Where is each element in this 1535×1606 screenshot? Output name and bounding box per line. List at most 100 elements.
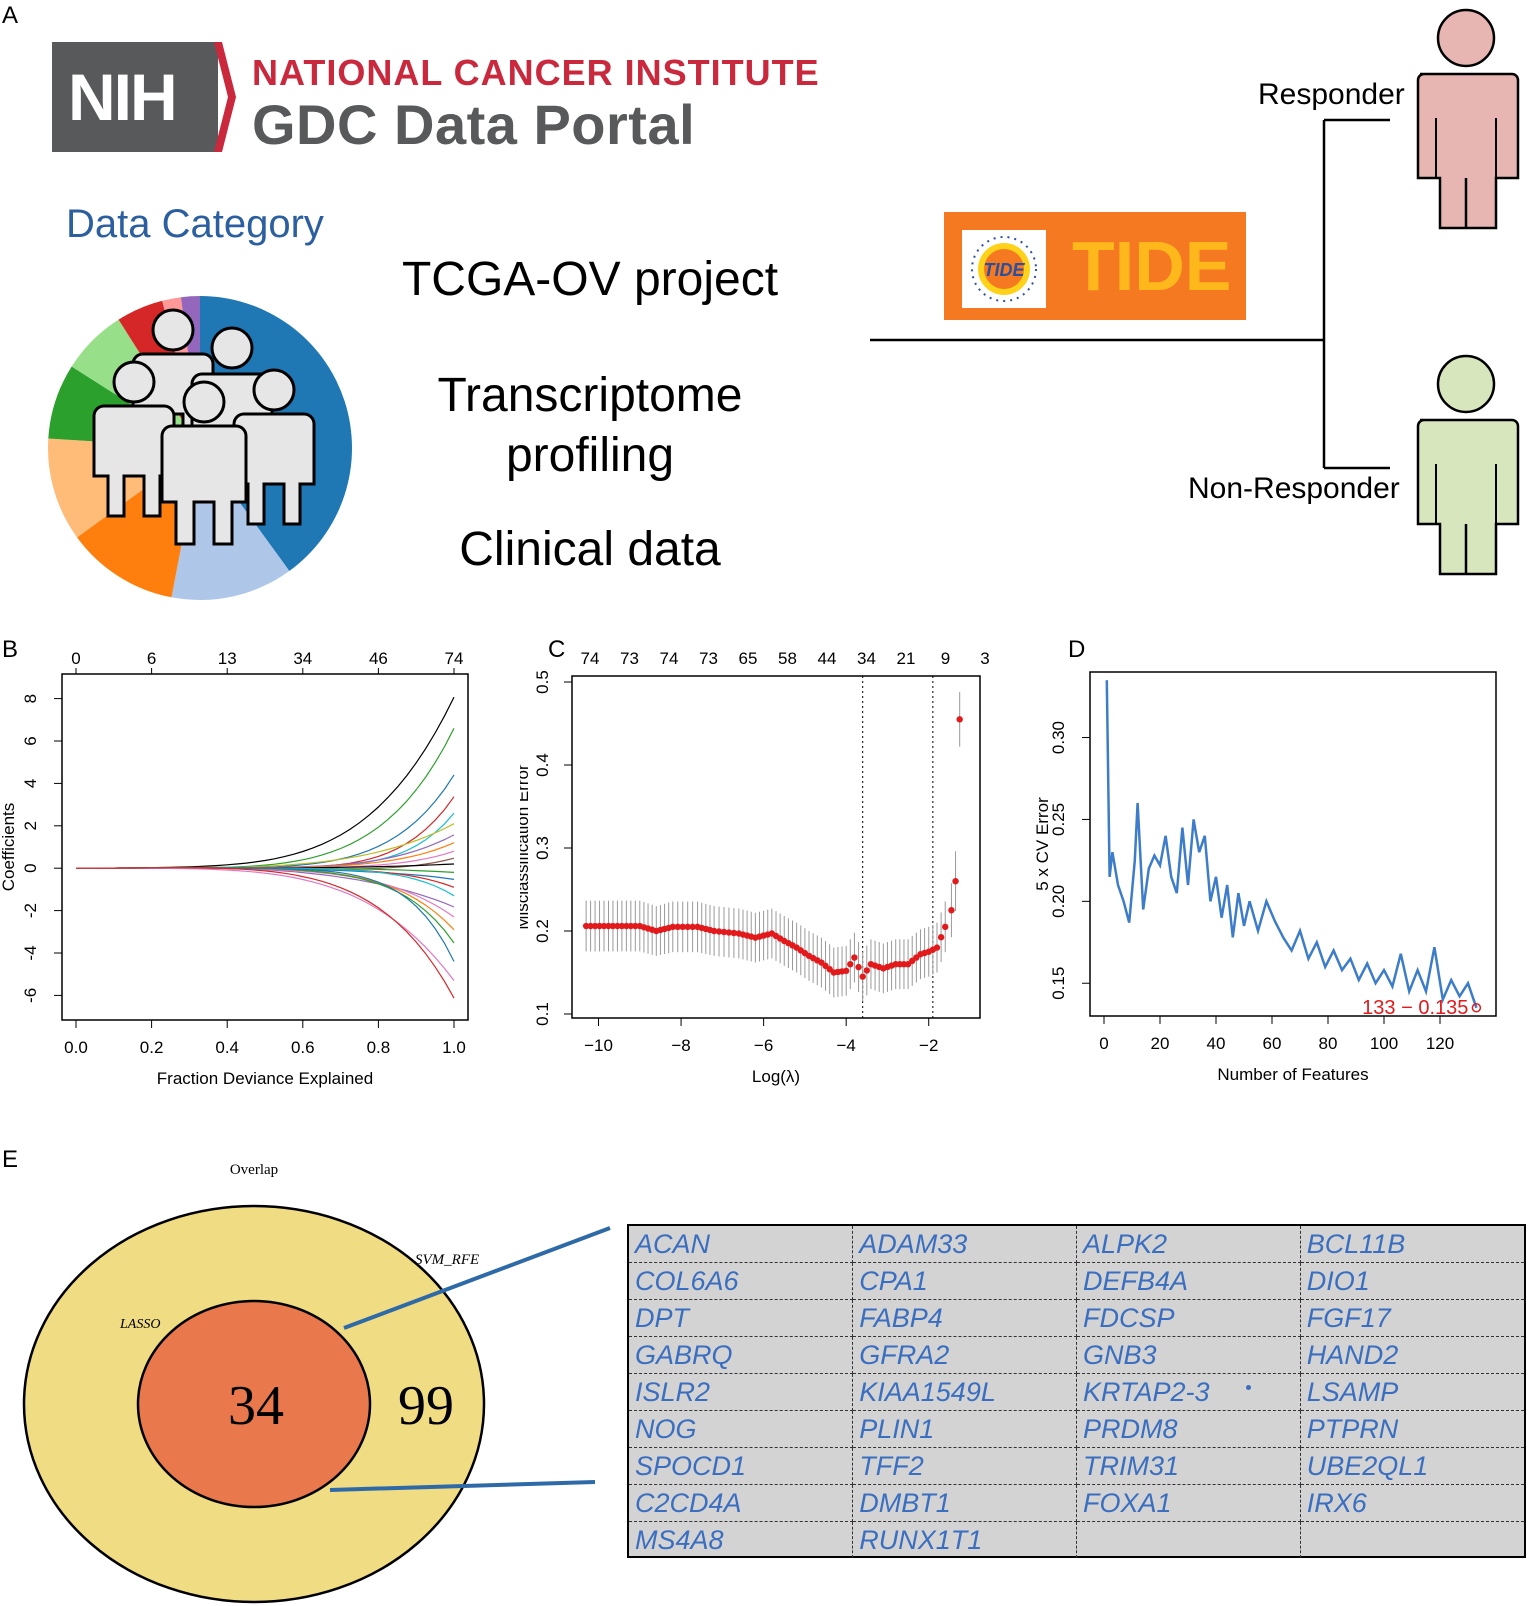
venn-inner-count: 34: [228, 1375, 284, 1437]
gene-cell: GNB3: [1076, 1336, 1301, 1374]
tide-logo: TIDE TIDE: [944, 212, 1246, 320]
x-tick-label: 0.4: [215, 1038, 239, 1057]
cv-point: [587, 922, 594, 930]
coefficient-path: [76, 696, 455, 869]
gene-cell: C2CD4A: [629, 1484, 854, 1522]
gene-cell: CPA1: [852, 1262, 1077, 1300]
gene-cell: ISLR2: [629, 1373, 854, 1411]
cv-point: [859, 973, 866, 980]
gene-cell: PTPRN: [1300, 1410, 1524, 1448]
gene-table-row: C2CD4A DMBT1 FOXA1 IRX6: [629, 1484, 1524, 1522]
x-tick-label: −6: [754, 1036, 773, 1055]
gene-cell: GABRQ: [629, 1336, 854, 1374]
tide-word: TIDE: [1072, 227, 1232, 305]
cv-point: [948, 907, 955, 914]
x-tick-label: −4: [836, 1036, 855, 1055]
top-tick-label: 34: [857, 650, 876, 668]
y-tick-label: 0.2: [533, 919, 552, 943]
people-group-icon: [92, 308, 316, 546]
y-axis-label: Coefficients: [0, 803, 18, 892]
top-tick-label: 74: [445, 650, 464, 668]
venn-diagram: Overlap SVM_RFE LASSO 34 99: [22, 1162, 611, 1604]
x-tick-label: 0.8: [367, 1038, 391, 1057]
gene-cell: DPT: [629, 1299, 854, 1337]
gene-cell: PRDM8: [1076, 1410, 1301, 1448]
cv-point: [715, 928, 723, 935]
plot-frame: [571, 675, 981, 1019]
tcga-ov-project-label: TCGA-OV project: [401, 253, 779, 306]
cv-point: [623, 922, 630, 930]
x-tick-label: 0.6: [291, 1038, 315, 1057]
y-tick-label: 4: [21, 779, 40, 788]
gene-table-row: ISLR2 KIAA1549L KRTAP2-3 LSAMP: [629, 1373, 1524, 1411]
lasso-set: [136, 1299, 372, 1509]
cv-point: [942, 923, 949, 931]
x-tick-label: 120: [1426, 1034, 1454, 1053]
y-tick-label: 0.25: [1049, 803, 1068, 836]
gene-table: ACAN ADAM33 ALPK2 BCL11B COL6A6 CPA1 DEFB4A DIO…: [627, 1224, 1526, 1558]
plot-frame: [61, 673, 469, 1021]
y-tick-label: 0.20: [1049, 885, 1068, 918]
gene-table-row: ACAN ADAM33 ALPK2 BCL11B: [629, 1226, 1524, 1263]
cv-error-chart: 0 20 40 60 80 100 120 0.15 0.20 0.25 0.30 Number of…: [1033, 671, 1497, 1084]
top-tick-label: 46: [369, 650, 388, 668]
gene-cell: MS4A8: [629, 1521, 854, 1558]
top-tick-label: 13: [218, 650, 237, 668]
venn-overlap-label: Overlap: [230, 1162, 278, 1178]
x-tick-label: 100: [1370, 1034, 1398, 1053]
cv-point: [842, 967, 850, 975]
cv-point: [725, 929, 733, 936]
gene-cell: HAND2: [1300, 1336, 1524, 1374]
gdc-title: GDC Data Portal: [252, 93, 696, 156]
cv-point: [591, 922, 599, 930]
venn-lasso-label: LASSO: [119, 1317, 160, 1332]
data-category-pie: [48, 296, 352, 600]
coefficient-path: [76, 867, 455, 962]
y-tick-label: 0.1: [533, 1002, 552, 1026]
coefficient-path: [76, 867, 455, 944]
optimum-annotation: 133 − 0.135: [1362, 997, 1468, 1019]
gene-cell: NOG: [629, 1410, 854, 1448]
panel-label-d: D: [1068, 636, 1086, 663]
nih-chevron-icon: [214, 42, 236, 152]
top-tick-label: 73: [699, 650, 718, 668]
x-tick-label: 0.2: [140, 1038, 164, 1057]
y-tick-label: 0.5: [533, 670, 552, 694]
gene-cell: [1300, 1522, 1524, 1559]
cv-point: [669, 923, 677, 931]
gene-table-row: NOG PLIN1 PRDM8 PTPRN: [629, 1410, 1524, 1448]
panel-label-c: C: [548, 636, 566, 663]
gene-cell: FDCSP: [1076, 1299, 1301, 1337]
cv-point: [689, 923, 696, 931]
top-tick-label: 34: [293, 650, 312, 668]
top-tick-label: 0: [71, 650, 80, 668]
tide-badge-icon: TIDE: [962, 230, 1046, 308]
x-tick-label: 1.0: [442, 1038, 466, 1057]
y-tick-label: 0.3: [533, 836, 552, 860]
y-tick-label: 0.4: [533, 753, 552, 777]
cv-point: [730, 929, 738, 937]
stray-dot: [1246, 1385, 1251, 1390]
top-tick-label: 21: [897, 650, 916, 668]
cv-point: [956, 716, 963, 723]
gene-table-row: MS4A8 RUNX1T1: [629, 1521, 1524, 1559]
x-tick-label: 40: [1207, 1034, 1226, 1053]
x-tick-label: −2: [919, 1036, 938, 1055]
responder-label: Responder: [1258, 78, 1405, 111]
nci-title: NATIONAL CANCER INSTITUTE: [252, 52, 820, 93]
gene-table-row: DPT FABP4 FDCSP FGF17: [629, 1299, 1524, 1337]
x-axis-label: Log(λ): [752, 1067, 800, 1086]
cv-point: [600, 922, 608, 930]
x-tick-label: −8: [671, 1036, 690, 1055]
y-tick-label: -4: [21, 945, 40, 960]
cv-point: [609, 922, 617, 930]
cv-point: [933, 944, 941, 951]
gene-cell: RUNX1T1: [852, 1521, 1077, 1558]
x-tick-label: 20: [1151, 1034, 1170, 1053]
gene-cell: FABP4: [852, 1299, 1077, 1337]
coefficient-path: [76, 867, 455, 999]
panel-label-a: A: [2, 2, 19, 29]
gene-cell: DEFB4A: [1076, 1262, 1301, 1300]
optimum-marker: [1471, 1003, 1482, 1013]
x-tick-label: 80: [1319, 1034, 1338, 1053]
